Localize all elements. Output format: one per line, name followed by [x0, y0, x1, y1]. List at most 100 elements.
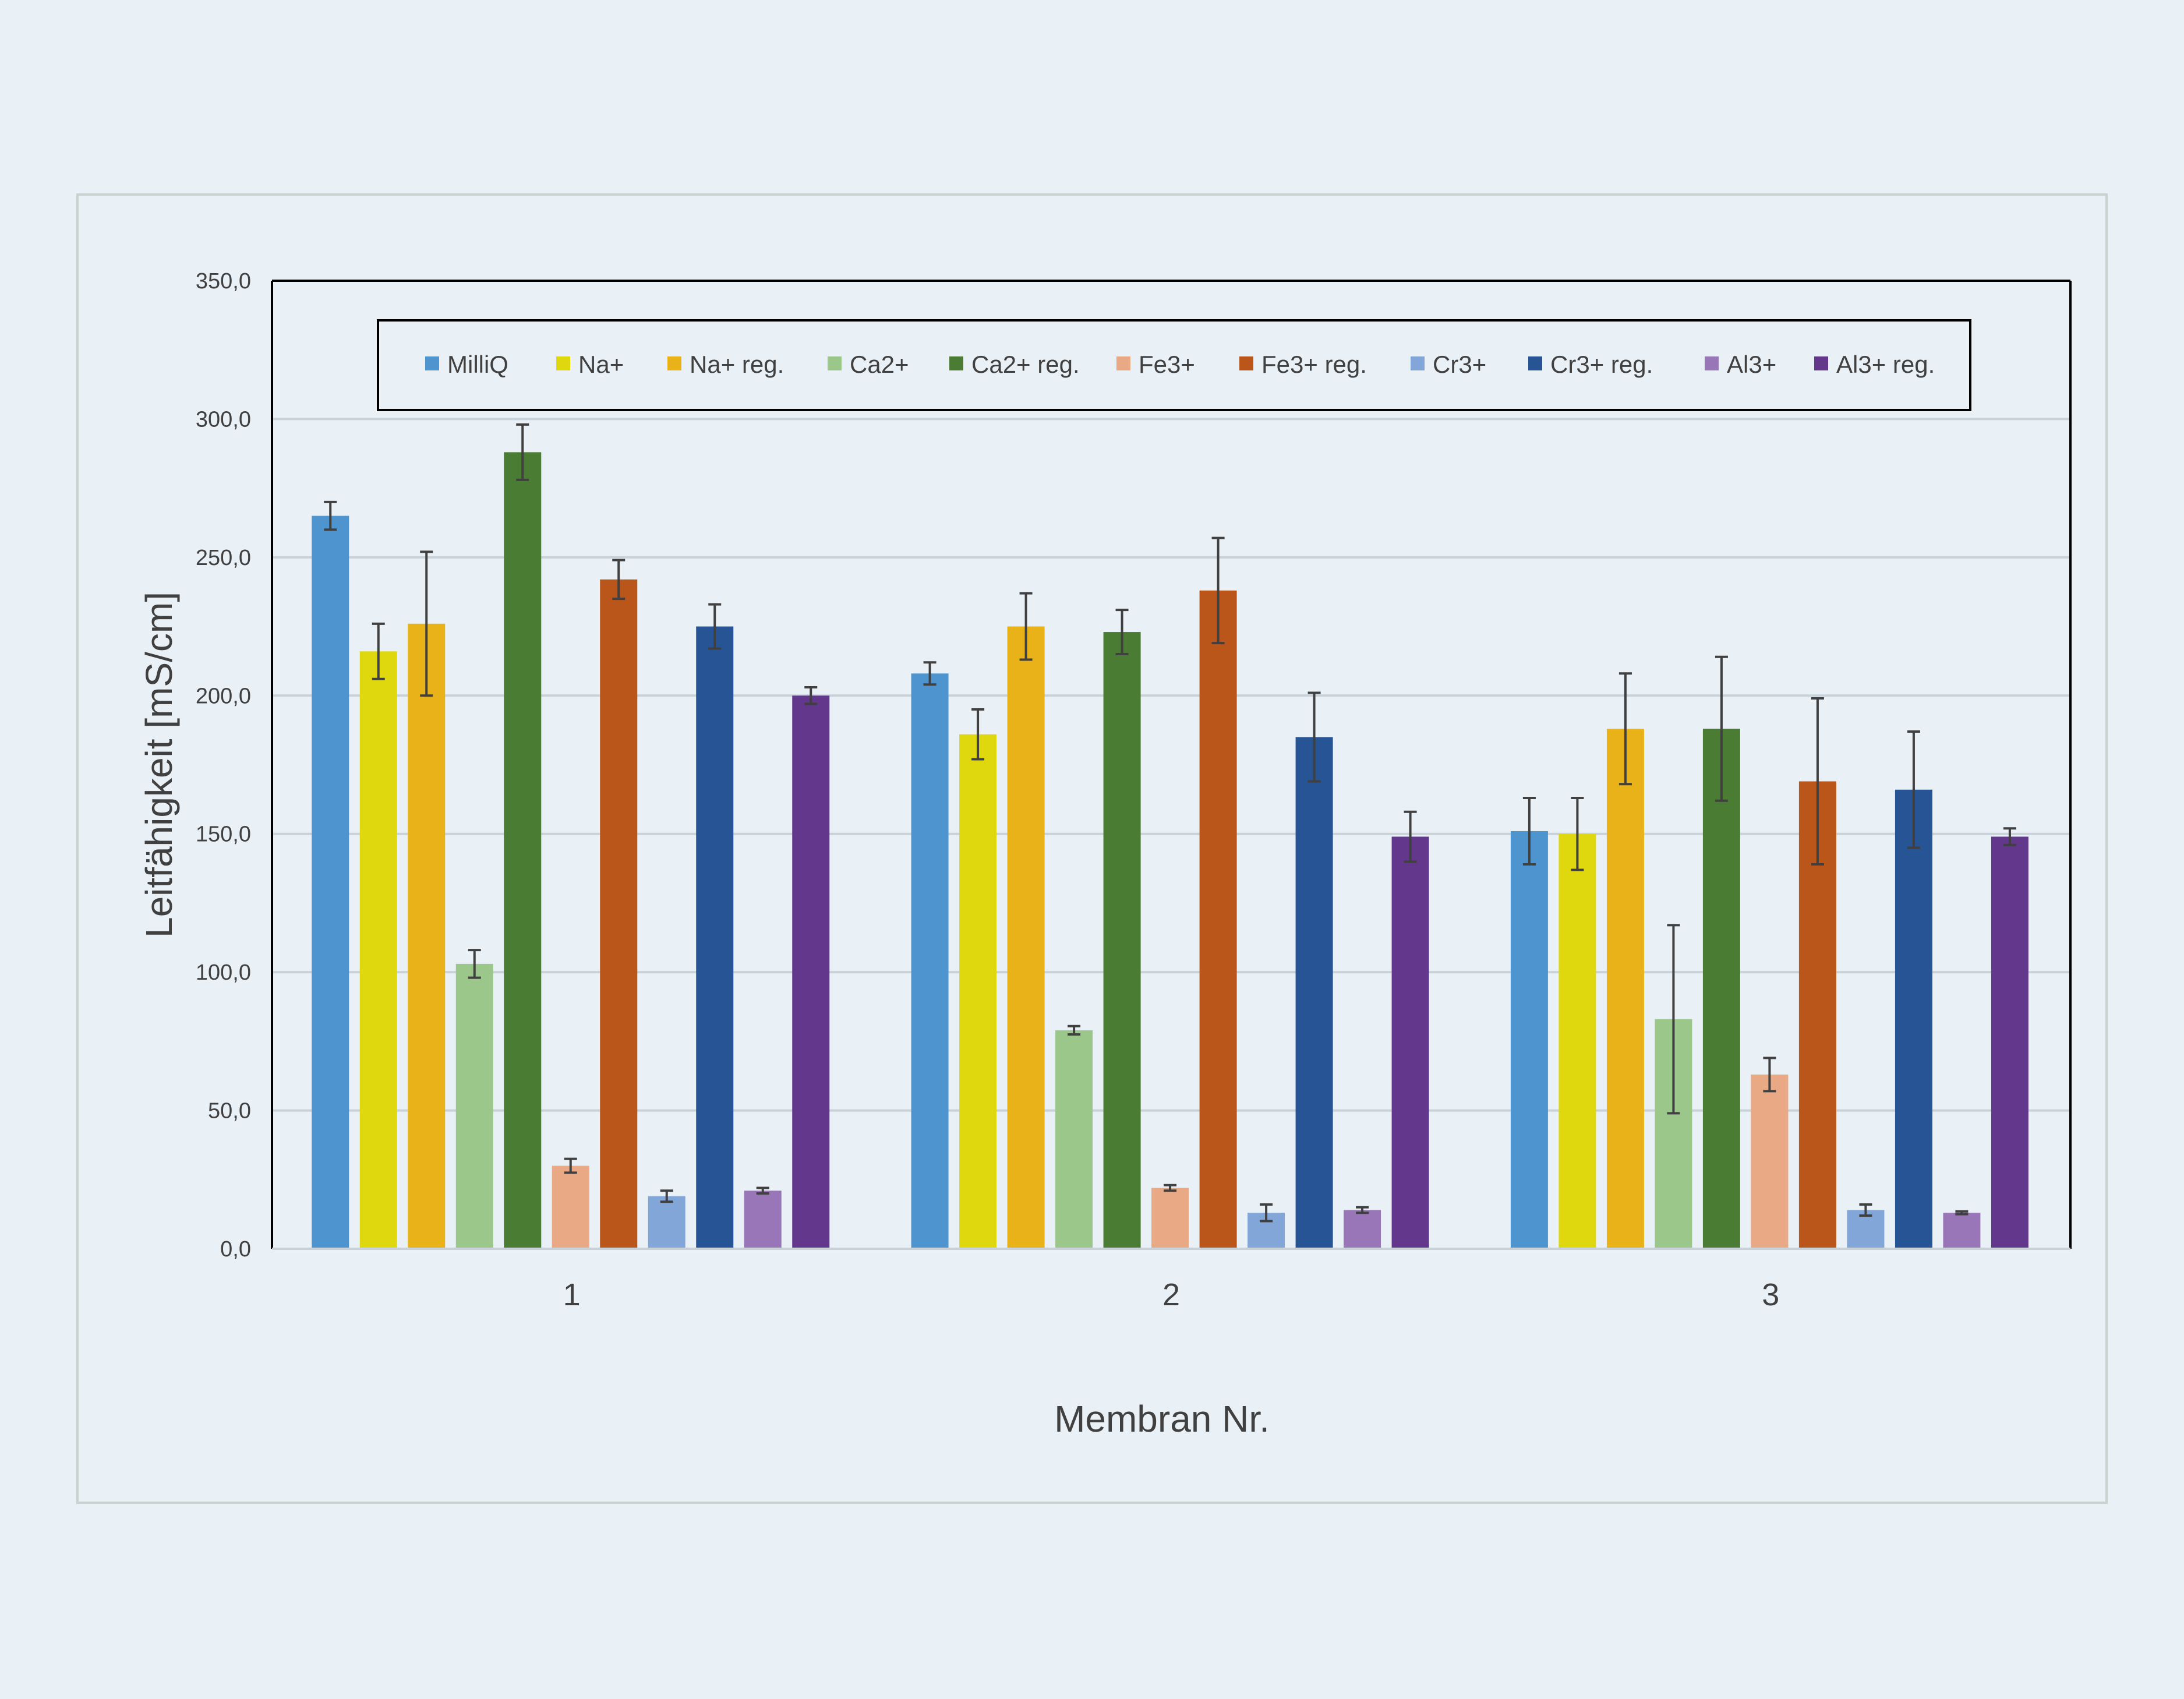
error-bar [1667, 924, 1680, 1115]
y-tick-label: 250,0 [196, 546, 251, 570]
bar [1943, 1213, 1981, 1249]
legend-box [377, 319, 1971, 411]
bar [1007, 626, 1045, 1249]
y-tick-label: 150,0 [196, 822, 251, 847]
bar [1151, 1188, 1189, 1249]
legend: MilliQ Na+ Na+ reg. Ca2+ Ca2+ reg. Fe3+ Fe3+ r… [377, 319, 1971, 411]
legend-label: Al3+ reg. [1836, 351, 1935, 378]
bar [359, 651, 397, 1249]
bar [1895, 789, 1932, 1249]
legend-label: Na+ [578, 351, 624, 378]
legend-label: MilliQ [447, 351, 508, 378]
bar [1702, 729, 1740, 1249]
bar [1510, 831, 1548, 1249]
error-bar [1715, 655, 1728, 802]
x-category-label: 2 [1162, 1277, 1180, 1312]
error-bar [564, 1157, 577, 1174]
bar [408, 623, 446, 1249]
bars [312, 452, 2028, 1249]
legend-swatch [1411, 356, 1425, 370]
error-bar [804, 686, 818, 705]
error-bar [1260, 1203, 1273, 1223]
error-bar [1068, 1025, 1081, 1036]
legend-label: Ca2+ reg. [971, 351, 1080, 378]
bar [1391, 836, 1429, 1249]
y-tick-label: 100,0 [196, 960, 251, 985]
error-bar [1115, 609, 1129, 656]
x-axis-title: Membran Nr. [1054, 1398, 1270, 1440]
error-bar [324, 500, 337, 531]
error-bar [923, 661, 936, 686]
bar [600, 579, 638, 1249]
legend-item: Na+ [556, 351, 624, 378]
bar [1199, 590, 1237, 1249]
error-bar [2003, 827, 2016, 846]
legend-swatch [667, 356, 681, 370]
legend-swatch [1528, 356, 1542, 370]
legend-label: Fe3+ reg. [1261, 351, 1367, 378]
error-bar [1404, 810, 1417, 863]
legend-swatch [1239, 356, 1253, 370]
bar [1991, 836, 2028, 1249]
y-tick-label: 300,0 [196, 407, 251, 432]
legend-item: MilliQ [425, 351, 508, 378]
bar [1344, 1210, 1381, 1249]
error-bar [971, 708, 985, 761]
bar [504, 452, 542, 1249]
bar [312, 515, 349, 1249]
x-category-label: 3 [1762, 1277, 1779, 1312]
error-bar [1811, 697, 1824, 866]
error-bar [1019, 592, 1033, 661]
bar [792, 695, 830, 1249]
bar [696, 626, 734, 1249]
error-bar [1955, 1210, 1969, 1216]
legend-swatch [1116, 356, 1130, 370]
legend-swatch [949, 356, 963, 370]
y-tick-label: 200,0 [196, 684, 251, 708]
axes [271, 280, 2072, 1250]
error-bar [756, 1186, 769, 1195]
y-tick-label: 50,0 [208, 1099, 251, 1124]
legend-item: Al3+ [1705, 351, 1776, 378]
bar [1055, 1030, 1093, 1249]
legend-label: Cr3+ [1433, 351, 1486, 378]
legend-item: Fe3+ reg. [1239, 351, 1367, 378]
error-bar [1164, 1184, 1177, 1192]
legend-swatch [828, 356, 842, 370]
error-bars [324, 423, 2016, 1223]
bar [1751, 1074, 1789, 1249]
legend-label: Ca2+ [850, 351, 909, 378]
legend-item: Cr3+ [1411, 351, 1486, 378]
bar [1103, 632, 1141, 1249]
error-bar [660, 1189, 673, 1203]
legend-swatch [556, 356, 570, 370]
x-category-label: 1 [563, 1277, 581, 1312]
bar-chart: 0,0 50,0 100,0 150,0 200,0 250,0 300,0 350,0 1 2… [138, 269, 2072, 1440]
error-bar [372, 622, 385, 680]
error-bar [1859, 1203, 1872, 1217]
bar [1295, 737, 1333, 1249]
legend-label: Cr3+ reg. [1550, 351, 1653, 378]
error-bar [708, 603, 722, 650]
error-bar [1763, 1057, 1776, 1093]
legend-item: Al3+ reg. [1814, 351, 1935, 378]
legend-item: Ca2+ reg. [949, 351, 1080, 378]
error-bar [1356, 1206, 1369, 1214]
y-axis-ticks: 0,0 50,0 100,0 150,0 200,0 250,0 300,0 350,0 [196, 269, 251, 1262]
legend-item: Na+ reg. [667, 351, 784, 378]
error-bar [612, 559, 625, 601]
error-bar [1571, 796, 1584, 871]
y-tick-label: 350,0 [196, 269, 251, 294]
legend-swatch [425, 356, 439, 370]
error-bar [1618, 672, 1632, 786]
bar [911, 673, 949, 1249]
error-bar [1522, 796, 1536, 866]
bar [744, 1191, 782, 1249]
x-axis-categories: 1 2 3 [563, 1277, 1780, 1312]
bar [455, 963, 493, 1249]
y-axis-title: Leitfähigkeit [mS/cm] [138, 592, 180, 938]
legend-item: Cr3+ reg. [1528, 351, 1653, 378]
error-bar [468, 949, 481, 979]
error-bar [516, 423, 529, 481]
legend-label: Fe3+ [1139, 351, 1195, 378]
